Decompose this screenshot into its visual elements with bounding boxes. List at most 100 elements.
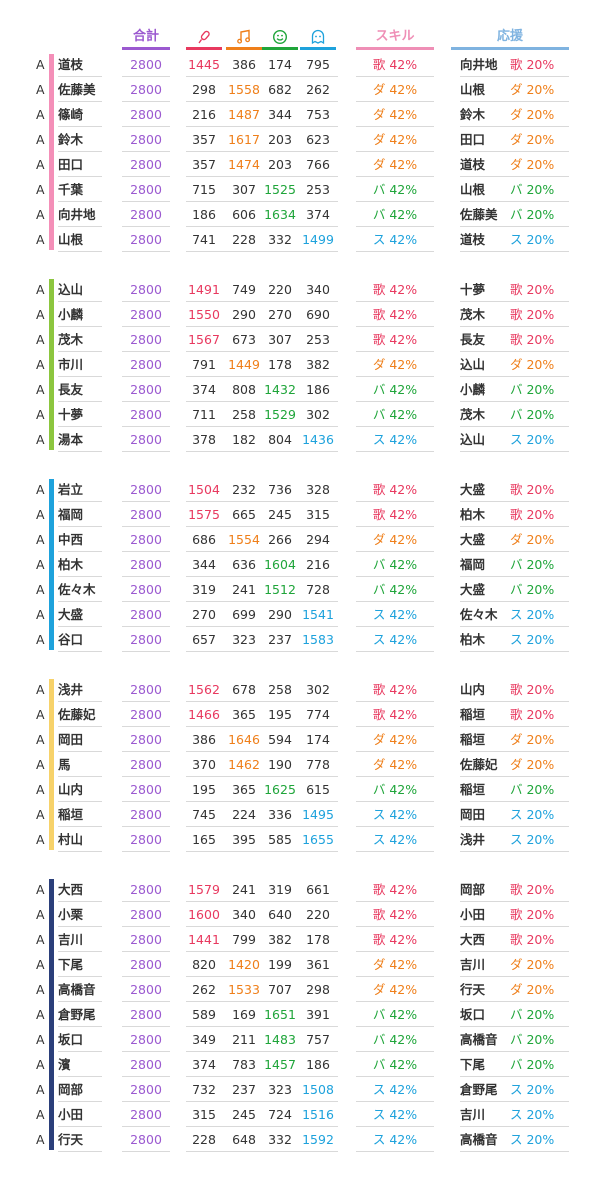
- support-skill-value: ス 20%: [510, 432, 555, 447]
- table-row: A 大盛 2800 270 699 290 1541 ス 42% 佐々木ス 20%: [0, 602, 601, 627]
- smiley-icon: [272, 29, 288, 45]
- support-header-underline: [451, 47, 569, 50]
- support-member-name: 茂木: [460, 307, 486, 322]
- dance-value: 1462: [228, 757, 260, 772]
- stamina-value: 1516: [302, 1107, 334, 1122]
- stamina-value: 186: [306, 1057, 330, 1072]
- row-divider: [122, 951, 170, 952]
- row-divider: [186, 701, 338, 702]
- table-row: A 湯本 2800 378 182 804 1436 ス 42% 込山 ス 20%: [0, 427, 601, 452]
- support-skill-value: 歌 20%: [510, 882, 555, 897]
- visual-value: 1432: [264, 382, 296, 397]
- table-row: A 高橋音 2800 262 1533 707 298 ダ 42% 行天 ダ 20%: [0, 977, 601, 1002]
- skill-value: ダ 42%: [372, 757, 418, 772]
- table-row: A 向井地 2800 186 606 1634 374 バ 42% 佐藤美バ 20%: [0, 202, 601, 227]
- vocal-value: 1579: [188, 882, 220, 897]
- row-divider: [122, 1026, 170, 1027]
- support-member-name: 大西: [460, 932, 486, 947]
- total-value: 2800: [130, 582, 162, 597]
- table-row: A 小栗 2800 1600 340 640 220 歌 42% 小田 歌 20%: [0, 902, 601, 927]
- support-member-name: 下尾: [460, 1057, 486, 1072]
- support-member-name: 佐藤妃: [460, 757, 498, 772]
- visual-value: 199: [268, 957, 292, 972]
- rank-label: A: [36, 882, 45, 897]
- support-member-name: 大盛: [460, 582, 486, 597]
- support-skill-value: ス 20%: [510, 607, 555, 622]
- table-row: A 道枝 2800 1445 386 174 795 歌 42% 向井地歌 20%: [0, 52, 601, 77]
- row-divider: [356, 851, 434, 852]
- member-name: 岡部: [58, 1082, 84, 1097]
- dance-value: 1474: [228, 157, 260, 172]
- rank-label: A: [36, 1007, 45, 1022]
- total-value: 2800: [130, 432, 162, 447]
- skill-value: 歌 42%: [372, 932, 418, 947]
- vocal-header: [186, 28, 222, 52]
- vocal-value: 378: [192, 432, 216, 447]
- member-name: 茂木: [58, 332, 84, 347]
- stamina-value: 1495: [302, 807, 334, 822]
- member-name: 倉野尾: [58, 1007, 96, 1022]
- row-divider: [460, 201, 569, 202]
- member-name: 坂口: [58, 1032, 84, 1047]
- row-divider: [122, 626, 170, 627]
- row-divider: [356, 526, 434, 527]
- dance-value: 386: [232, 57, 256, 72]
- row-divider: [460, 526, 569, 527]
- group-color-bar: [49, 879, 54, 1150]
- row-divider: [460, 976, 569, 977]
- row-divider: [460, 901, 569, 902]
- row-divider: [460, 1101, 569, 1102]
- visual-value: 270: [268, 307, 292, 322]
- visual-value: 1457: [264, 1057, 296, 1072]
- support-member-name: 吉川: [460, 1107, 486, 1122]
- row-divider: [122, 651, 170, 652]
- row-divider: [58, 376, 102, 377]
- row-divider: [58, 901, 102, 902]
- total-header: 合計: [122, 28, 170, 52]
- row-divider: [122, 76, 170, 77]
- stamina-value: 302: [306, 682, 330, 697]
- support-member-name: 稲垣: [460, 707, 486, 722]
- support-header-label: 応援: [496, 29, 523, 44]
- row-divider: [58, 726, 102, 727]
- row-divider: [122, 351, 170, 352]
- skill-value: ス 42%: [372, 1107, 418, 1122]
- row-divider: [186, 251, 338, 252]
- row-divider: [186, 901, 338, 902]
- row-divider: [122, 126, 170, 127]
- member-name: 柏木: [58, 557, 84, 572]
- vocal-value: 732: [192, 1082, 216, 1097]
- skill-value: バ 42%: [372, 1032, 418, 1047]
- skill-value: 歌 42%: [372, 282, 418, 297]
- table-row: A 込山 2800 1491 749 220 340 歌 42% 十夢 歌 20%: [0, 277, 601, 302]
- total-value: 2800: [130, 1082, 162, 1097]
- stamina-value: 1592: [302, 1132, 334, 1147]
- row-divider: [122, 1151, 170, 1152]
- rank-label: A: [36, 782, 45, 797]
- row-divider: [356, 651, 434, 652]
- row-divider: [356, 326, 434, 327]
- row-divider: [186, 1001, 338, 1002]
- support-skill-value: 歌 20%: [510, 682, 555, 697]
- stamina-value: 216: [306, 557, 330, 572]
- dance-value: 678: [232, 682, 256, 697]
- member-name: 大盛: [58, 607, 84, 622]
- vocal-value: 1600: [188, 907, 220, 922]
- row-divider: [58, 826, 102, 827]
- stamina-value: 615: [306, 782, 330, 797]
- row-divider: [186, 176, 338, 177]
- row-divider: [58, 426, 102, 427]
- visual-value: 682: [268, 82, 292, 97]
- dance-value: 241: [232, 582, 256, 597]
- row-divider: [58, 851, 102, 852]
- skill-value: 歌 42%: [372, 707, 418, 722]
- row-divider: [356, 176, 434, 177]
- row-divider: [122, 576, 170, 577]
- visual-value: 1651: [264, 1007, 296, 1022]
- support-skill-value: バ 20%: [510, 1007, 555, 1022]
- vocal-value: 298: [192, 82, 216, 97]
- row-divider: [460, 851, 569, 852]
- total-header-underline: [122, 47, 170, 50]
- row-divider: [356, 76, 434, 77]
- row-divider: [122, 551, 170, 552]
